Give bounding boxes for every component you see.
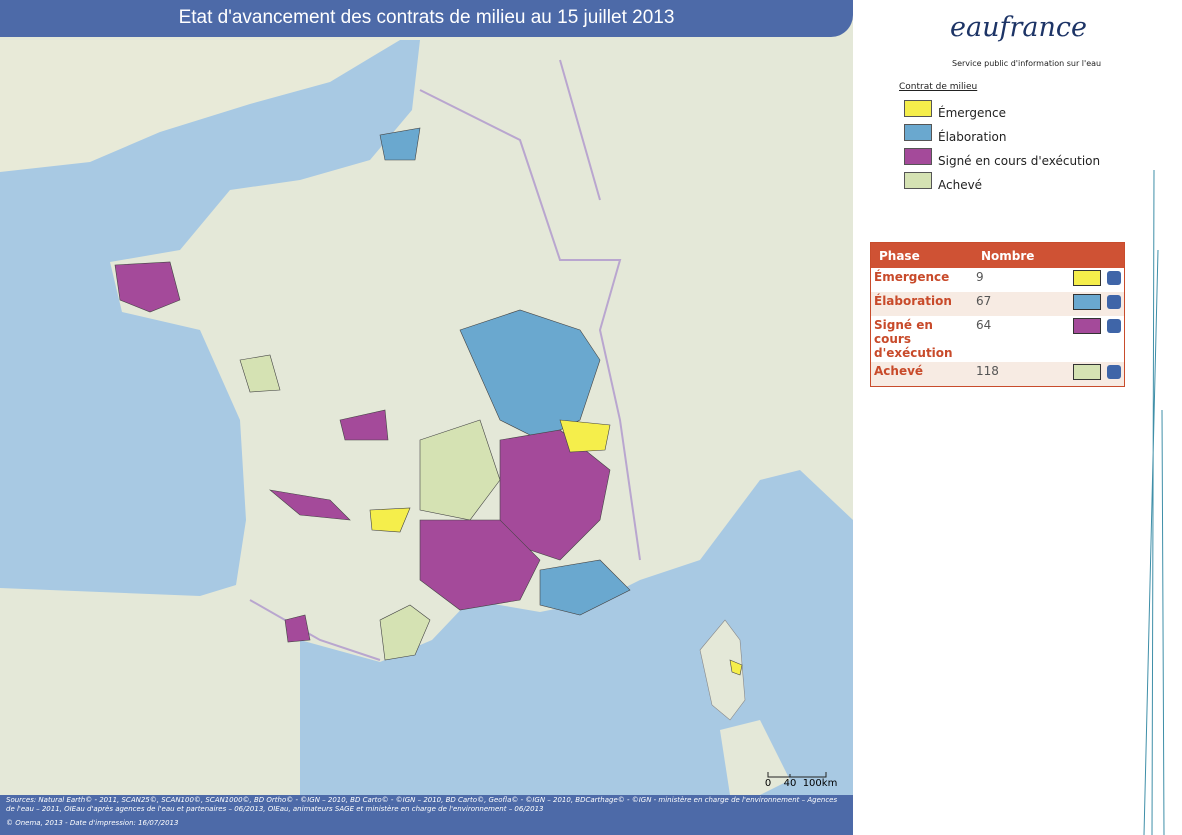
map-icon[interactable] — [1107, 271, 1121, 285]
regions — [114, 127, 743, 676]
phase-cell[interactable]: Élaboration — [870, 292, 973, 316]
legend-label: Élaboration — [938, 130, 1007, 144]
sardinia — [720, 720, 790, 795]
row-swatch — [1073, 294, 1101, 310]
table-row: Achevé 118 — [870, 362, 1125, 387]
scale-label: 40 — [784, 778, 797, 789]
legend-title: Contrat de milieu — [899, 82, 978, 92]
mediterranean — [300, 470, 853, 795]
england — [0, 40, 400, 172]
column-header[interactable]: Phase — [870, 242, 973, 268]
legend-swatch — [904, 148, 932, 165]
map-title: Etat d'avancement des contrats de milieu… — [0, 0, 853, 37]
legend-label: Signé en cours d'exécution — [938, 154, 1101, 168]
borders — [249, 59, 641, 661]
legend-swatch — [904, 172, 932, 189]
row-swatch — [1073, 364, 1101, 380]
column-header[interactable]: Nombre — [973, 242, 1125, 268]
count-cell: 67 — [973, 292, 1058, 316]
phase-cell[interactable]: Signé en cours d'exécution — [874, 318, 953, 360]
phase-table: Phase Nombre Émergence 9 Élaboration 67 Sign… — [870, 242, 1125, 387]
map-icon[interactable] — [1107, 319, 1121, 333]
symbol-cell — [1058, 316, 1125, 362]
legend-label: Achevé — [938, 178, 983, 192]
scale-label: 100km — [803, 778, 838, 789]
tagline: Service public d'information sur l'eau — [952, 59, 1102, 68]
credit: © Onema, 2013 - Date d'impression: 16/07… — [6, 819, 179, 827]
logo[interactable]: eaufrance — [950, 12, 1087, 43]
legend-swatch — [904, 124, 932, 141]
footer: Sources: Natural Earth© - 2011, SCAN25©,… — [0, 795, 853, 835]
symbol-cell — [1058, 362, 1125, 387]
corsica — [699, 619, 746, 721]
legend-label: Émergence — [938, 106, 1006, 120]
count-cell: 118 — [973, 362, 1058, 387]
atlantic — [0, 40, 420, 596]
decor-lines — [1143, 170, 1165, 835]
table-row: Signé en cours d'exécution 64 — [871, 316, 1125, 362]
symbol-cell — [1058, 268, 1125, 292]
map-icon[interactable] — [1107, 365, 1121, 379]
table-row: Émergence 9 — [871, 268, 1125, 292]
scale-bar: 0 40 100km — [765, 772, 838, 789]
scale-label: 0 — [765, 778, 771, 789]
legend-swatch — [904, 100, 932, 117]
phase-cell[interactable]: Émergence — [874, 270, 950, 284]
row-swatch — [1073, 270, 1101, 286]
row-swatch — [1073, 318, 1101, 334]
table-row: Élaboration 67 — [870, 292, 1125, 316]
count-cell: 9 — [976, 270, 984, 284]
count-cell: 64 — [976, 318, 992, 332]
map: 0 40 100km — [0, 0, 853, 835]
map-icon[interactable] — [1107, 295, 1121, 309]
symbol-cell — [1058, 292, 1125, 316]
phase-cell[interactable]: Achevé — [870, 362, 973, 387]
sources: Sources: Natural Earth© - 2011, SCAN25©,… — [6, 796, 838, 813]
